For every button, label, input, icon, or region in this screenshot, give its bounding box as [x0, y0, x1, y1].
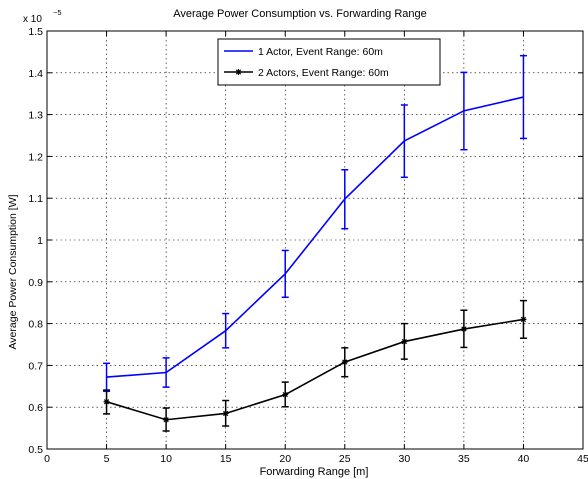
y-tick-label: 1.5: [28, 26, 43, 38]
x-tick-label: 40: [518, 453, 530, 465]
y-tick-label: 1.1: [28, 193, 43, 205]
data-point: [460, 326, 467, 333]
marker-stroke: [163, 417, 169, 423]
marker-stroke: [401, 338, 407, 345]
y-axis-label: Average Power Consumption [W]: [7, 194, 19, 349]
data-point: [401, 338, 408, 345]
legend-box: [217, 38, 441, 86]
axis-ticks: 0 5 10 15 20 25 30 35 40 45 0.5 0.6 0.7 0.8 0.9 1 1.1 1.2…: [28, 26, 588, 465]
y-tick-label: 0.8: [28, 319, 43, 331]
series-2: [103, 299, 527, 432]
data-point: [520, 316, 527, 323]
y-tick-label: 0.5: [28, 444, 43, 456]
marker-stroke: [342, 359, 348, 365]
marker-stroke: [282, 392, 288, 398]
marker-stroke: [520, 316, 527, 323]
series-line: [106, 318, 524, 421]
y-multiplier-base: x 10: [23, 14, 42, 25]
data-point: [282, 391, 289, 398]
y-multiplier-exponent: −5: [53, 8, 62, 17]
series-layer: [103, 54, 527, 432]
y-tick-label: 0.9: [28, 277, 43, 289]
y-tick-label: 1.2: [28, 151, 43, 163]
y-tick-label: 1: [37, 235, 43, 247]
y-tick-label: 0.6: [28, 402, 43, 414]
x-tick-label: 15: [220, 453, 232, 465]
x-tick-label: 20: [279, 453, 291, 465]
x-tick-label: 45: [577, 453, 588, 465]
chart-title: Average Power Consumption vs. Forwarding…: [173, 8, 427, 20]
x-tick-label: 10: [160, 453, 172, 465]
legend-label-1: 1 Actor, Event Range: 60m: [258, 46, 383, 58]
marker-stroke: [223, 410, 229, 417]
x-tick-label: 0: [44, 453, 50, 465]
y-tick-label: 1.4: [28, 68, 43, 80]
y-axis-multiplier: x 10 −5: [23, 8, 62, 25]
legend-marker-2: [235, 69, 242, 75]
data-point: [222, 410, 229, 417]
x-tick-label: 35: [458, 453, 470, 465]
x-tick-label: 5: [104, 453, 110, 465]
marker-stroke: [103, 399, 110, 405]
x-tick-label: 30: [398, 453, 410, 465]
legend: 1 Actor, Event Range: 60m 2 Actors, Even…: [217, 38, 441, 86]
legend-label-2: 2 Actors, Event Range: 60m: [258, 67, 389, 79]
data-point: [103, 398, 110, 405]
x-axis-label: Forwarding Range [m]: [260, 466, 369, 478]
y-tick-label: 1.3: [28, 110, 43, 122]
data-point: [163, 416, 170, 423]
y-tick-label: 0.7: [28, 360, 43, 372]
series-line: [106, 96, 524, 378]
series-1: [103, 54, 527, 393]
data-point: [341, 359, 348, 366]
x-tick-label: 25: [339, 453, 351, 465]
marker-stroke: [461, 326, 467, 332]
